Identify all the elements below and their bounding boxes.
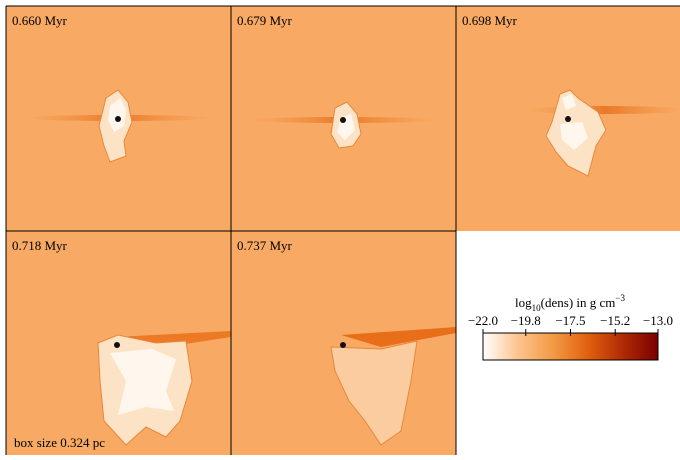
colorbar-bar	[483, 333, 658, 360]
panel-label: 0.698 Myr	[462, 13, 518, 28]
panel-label: 0.737 Myr	[237, 238, 293, 253]
colorbar-tick-label: −17.5	[555, 313, 585, 328]
colorbar-tick-label: −13.0	[643, 313, 673, 328]
sink-particle	[340, 117, 346, 123]
panel: 0.679 Myr	[231, 6, 456, 231]
label-part: (dens) in g cm	[541, 295, 616, 310]
label-superscript: −3	[615, 293, 625, 303]
colorbar-tick-label: −19.8	[511, 313, 541, 328]
panel: 0.718 Myr box size 0.324 pc	[6, 231, 231, 455]
colorbar-tick-label: −15.2	[600, 313, 630, 328]
panel-label: 0.660 Myr	[12, 13, 68, 28]
sink-particle	[115, 116, 121, 122]
page: 0.660 Myr 0.679 Myr 0.698 Myr 0.718 Myr …	[0, 0, 680, 455]
colorbar-label: log10(dens) in g cm−3	[515, 293, 625, 313]
panel: 0.660 Myr	[6, 6, 231, 231]
sink-particle	[340, 342, 346, 348]
sink-particle	[565, 116, 571, 122]
panel-label: 0.718 Myr	[12, 238, 68, 253]
label-part: log	[515, 295, 532, 310]
jet	[526, 106, 680, 114]
colorbar-tick-label: −22.0	[468, 313, 498, 328]
colorbar: log10(dens) in g cm−3 −22.0 −19.8 −17.5 −15…	[468, 293, 673, 360]
panel: 0.698 Myr	[456, 6, 680, 231]
scale-note: box size 0.324 pc	[14, 435, 105, 450]
panel: 0.737 Myr	[231, 231, 456, 455]
sink-particle	[114, 342, 120, 348]
panel-label: 0.679 Myr	[237, 13, 293, 28]
figure: 0.660 Myr 0.679 Myr 0.698 Myr 0.718 Myr …	[0, 0, 680, 455]
